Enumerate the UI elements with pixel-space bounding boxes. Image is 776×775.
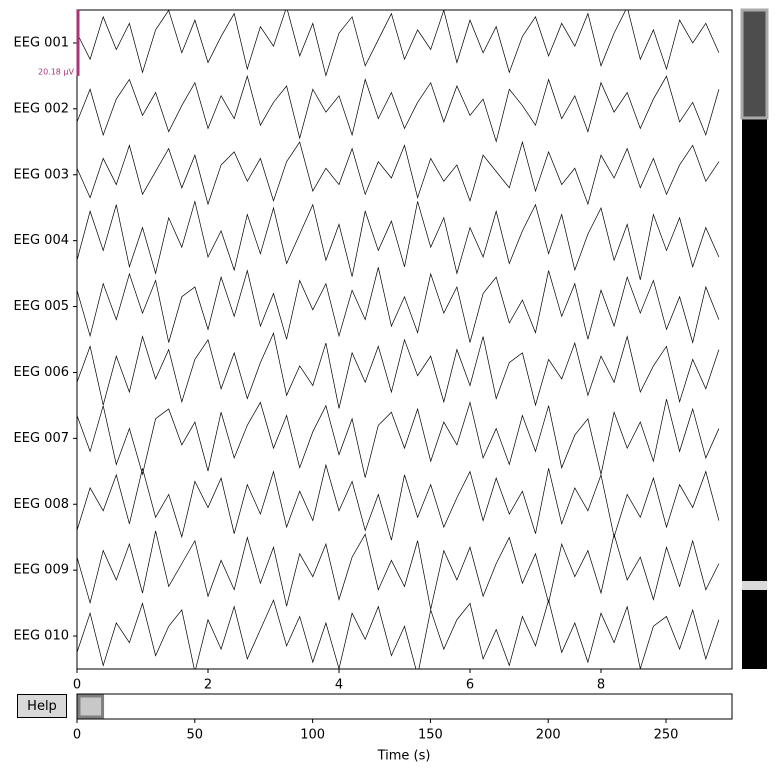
scroll-tick-label: 0 xyxy=(73,728,81,743)
channel-scroll-thumb[interactable] xyxy=(740,8,769,120)
x-tick-label: 4 xyxy=(335,678,343,693)
x-tick-label: 8 xyxy=(597,678,605,693)
x-tick-label: 0 xyxy=(73,678,81,693)
eeg-trace xyxy=(77,530,720,610)
channel-scrollbar[interactable] xyxy=(742,10,767,669)
scroll-tick-label: 100 xyxy=(300,728,325,743)
time-scrollbar[interactable] xyxy=(76,693,733,720)
y-tick-label: EEG 001 xyxy=(14,35,69,50)
view-window xyxy=(77,694,105,719)
y-tick-label: EEG 003 xyxy=(14,167,69,182)
scale-bar-label: 20.18 µV xyxy=(38,67,75,76)
scroll-tick-label: 250 xyxy=(654,728,679,743)
scroll-tick-label: 50 xyxy=(187,728,204,743)
help-button[interactable]: Help xyxy=(17,694,67,718)
traces xyxy=(77,10,720,669)
y-tick-label: EEG 004 xyxy=(14,233,69,248)
y-tick-label: EEG 005 xyxy=(14,299,69,314)
eeg-trace xyxy=(77,10,720,77)
eeg-trace xyxy=(77,267,720,344)
plot-frame xyxy=(76,9,733,670)
eeg-trace xyxy=(77,74,720,143)
scroll-tick-label: 150 xyxy=(418,728,443,743)
x-axis-label: Time (s) xyxy=(377,749,431,764)
eeg-trace xyxy=(77,598,720,669)
y-tick-label: EEG 009 xyxy=(14,563,69,578)
eeg-trace xyxy=(77,200,720,280)
y-tick-label: EEG 010 xyxy=(14,629,69,644)
channel-marker xyxy=(742,581,767,590)
eeg-trace xyxy=(77,140,720,206)
y-tick-label: EEG 007 xyxy=(14,431,69,446)
eeg-trace xyxy=(77,399,720,478)
x-tick-label: 6 xyxy=(466,678,474,693)
x-tick-label: 2 xyxy=(204,678,212,693)
y-tick-label: EEG 008 xyxy=(14,497,69,512)
eeg-trace xyxy=(77,463,720,541)
y-tick-label: EEG 002 xyxy=(14,101,69,116)
scroll-tick-label: 200 xyxy=(536,728,561,743)
eeg-trace xyxy=(77,332,720,409)
y-tick-label: EEG 006 xyxy=(14,365,69,380)
